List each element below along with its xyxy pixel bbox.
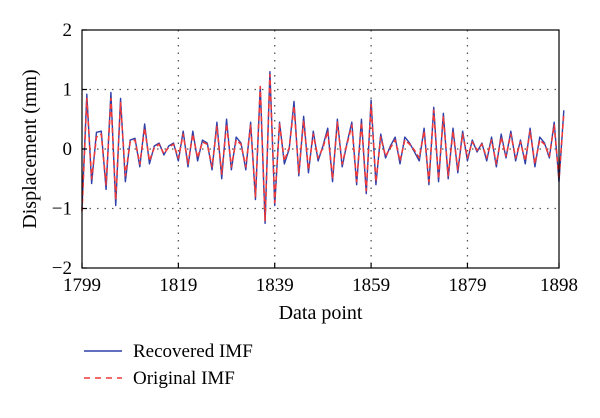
x-tick-label: 1879 — [448, 275, 486, 296]
x-tick-label: 1839 — [256, 275, 294, 296]
x-tick-label: 1799 — [63, 275, 101, 296]
grid-lines — [82, 30, 559, 268]
y-tick-label: −1 — [52, 199, 72, 220]
y-axis-title: Displacement (mm) — [19, 69, 41, 228]
y-tick-label: −2 — [52, 258, 72, 279]
x-tick-label: 1819 — [159, 275, 197, 296]
x-tick-label: 1859 — [352, 275, 390, 296]
x-tick-label: 1898 — [540, 275, 578, 296]
x-axis-title: Data point — [279, 302, 363, 324]
y-tick-label: 1 — [63, 80, 73, 101]
legend-label-original-imf: Original IMF — [133, 368, 235, 389]
series-layer — [81, 70, 565, 225]
y-tick-label: 0 — [63, 139, 73, 160]
axis-ticks: 1799 1819 1839 1859 1879 1898 −2 −1 0 1 2 — [52, 20, 578, 296]
legend-label-recovered-imf: Recovered IMF — [133, 341, 253, 362]
series-line-original-imf — [81, 73, 565, 222]
series-line-recovered-imf — [81, 70, 565, 225]
legend: Recovered IMF Original IMF — [84, 341, 253, 389]
y-tick-label: 2 — [63, 20, 73, 41]
